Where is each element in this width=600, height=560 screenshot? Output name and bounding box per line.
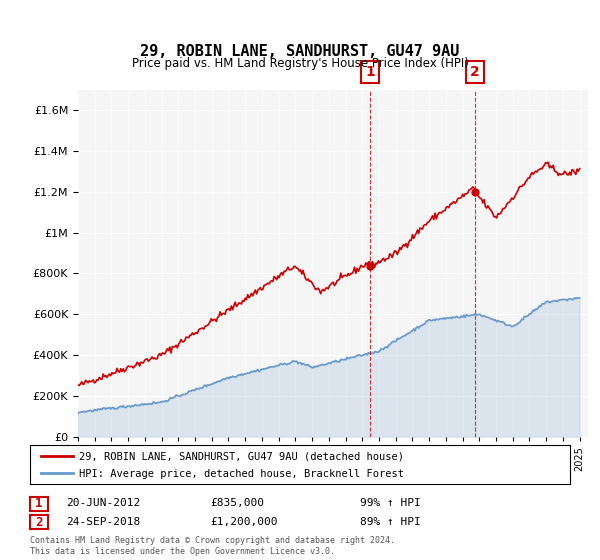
Text: 1: 1 — [35, 497, 43, 510]
Text: 24-SEP-2018: 24-SEP-2018 — [66, 517, 140, 527]
Text: 29, ROBIN LANE, SANDHURST, GU47 9AU: 29, ROBIN LANE, SANDHURST, GU47 9AU — [140, 44, 460, 59]
Text: 20-JUN-2012: 20-JUN-2012 — [66, 498, 140, 508]
Text: Contains HM Land Registry data © Crown copyright and database right 2024.
This d: Contains HM Land Registry data © Crown c… — [30, 536, 395, 556]
Text: 1: 1 — [365, 66, 375, 80]
Text: Price paid vs. HM Land Registry's House Price Index (HPI): Price paid vs. HM Land Registry's House … — [131, 57, 469, 70]
Text: 2: 2 — [35, 516, 43, 529]
Text: £1,200,000: £1,200,000 — [210, 517, 277, 527]
Text: £835,000: £835,000 — [210, 498, 264, 508]
Text: HPI: Average price, detached house, Bracknell Forest: HPI: Average price, detached house, Brac… — [79, 469, 404, 479]
Text: 29, ROBIN LANE, SANDHURST, GU47 9AU (detached house): 29, ROBIN LANE, SANDHURST, GU47 9AU (det… — [79, 452, 404, 462]
Text: 89% ↑ HPI: 89% ↑ HPI — [360, 517, 421, 527]
Text: 99% ↑ HPI: 99% ↑ HPI — [360, 498, 421, 508]
Text: 2: 2 — [470, 66, 479, 80]
